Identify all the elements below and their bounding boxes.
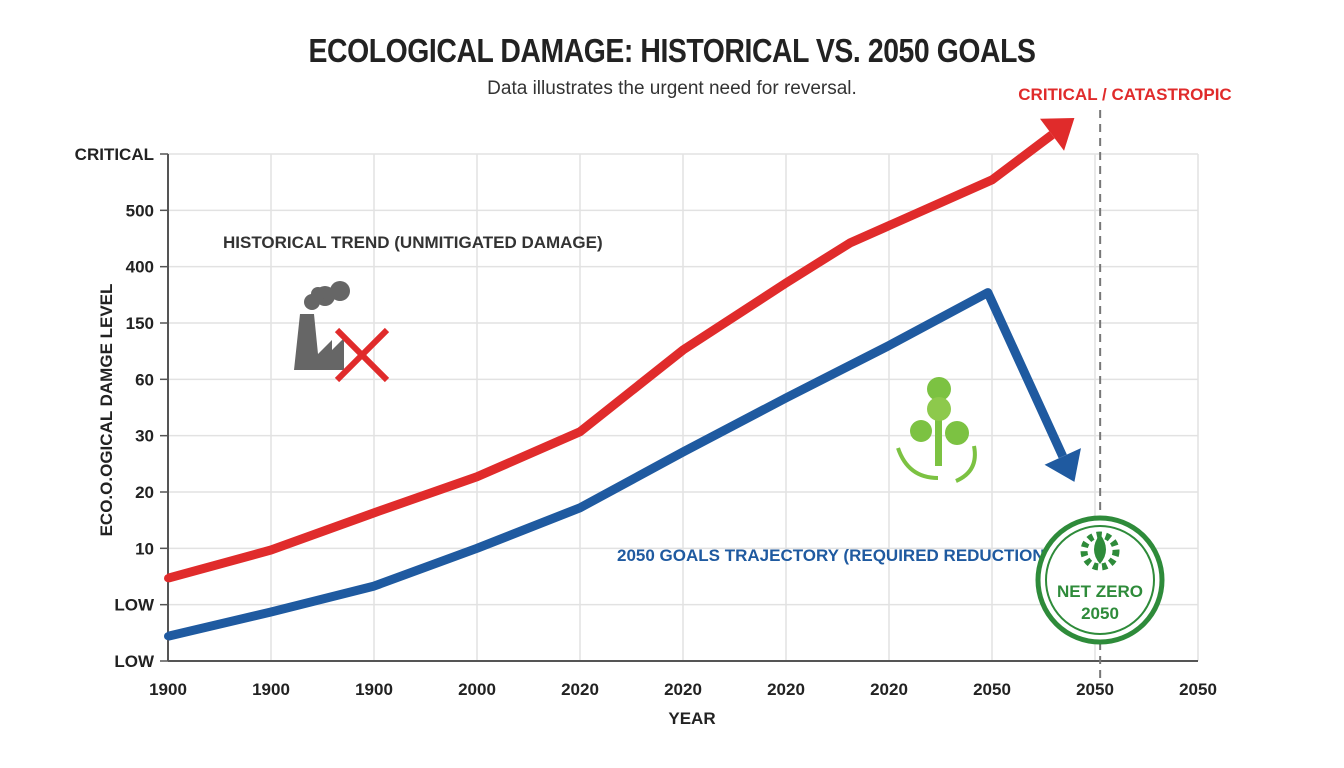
data-point [164,574,172,583]
data-point [164,632,172,641]
series-line-1 [166,288,1067,641]
x-tick-label: 2020 [664,680,702,699]
y-tick-label: 20 [135,483,154,502]
data-point [370,508,378,517]
x-tick-label: 2020 [561,680,599,699]
data-point [267,607,275,616]
chart-title: ECOLOGICAL DAMAGE: HISTORICAL VS. 2050 G… [308,32,1036,69]
x-tick-label: 1900 [355,680,393,699]
x-tick-label: 2050 [973,680,1011,699]
y-axis-label: ECO.O.OGICAL DAMGE LEVEL [97,284,116,537]
arrowhead-0 [1040,117,1075,151]
critical-label: CRITICAL / CATASTROPIC [1018,85,1231,104]
tree-recycle-icon [896,377,977,483]
y-tick-label: LOW [114,652,155,671]
chart-subtitle: Data illustrates the urgent need for rev… [487,78,857,99]
y-tick-label: 60 [135,370,154,389]
y-tick-label: 400 [126,258,154,277]
y-tick-label: 150 [126,314,154,333]
data-point [885,341,893,350]
badge-line1: NET ZERO [1057,582,1143,601]
badge-line2: 2050 [1081,604,1119,623]
y-tick-label: 30 [135,427,154,446]
x-axis-label: YEAR [668,709,715,728]
x-tick-label: 2050 [1179,680,1217,699]
x-mark-icon [334,327,390,383]
data-point [983,288,992,297]
historical-series-label: HISTORICAL TREND (UNMITIGATED DAMAGE) [223,233,603,252]
data-point [473,544,481,553]
y-tick-label: LOW [114,596,155,615]
data-point [267,546,275,555]
y-tick-label: CRITICAL [75,145,154,164]
data-point [370,582,378,591]
data-point [679,346,687,355]
data-point [679,448,687,457]
x-tick-label: 1900 [149,680,187,699]
arrowhead-1 [1044,448,1081,482]
factory-icon [294,281,350,370]
data-point [576,427,584,436]
data-point [473,472,481,481]
y-tick-label: 10 [135,539,154,558]
x-tick-label: 2020 [767,680,805,699]
y-tick-label: 500 [126,201,154,220]
data-point [988,175,996,184]
series-line-0 [166,131,1055,583]
x-tick-label: 2020 [870,680,908,699]
data-point [782,393,790,402]
x-tick-label: 2000 [458,680,496,699]
data-point [576,503,584,512]
data-point [845,239,854,248]
x-tick-label: 2050 [1076,680,1114,699]
data-point [782,279,790,288]
net-zero-badge-icon: NET ZERO 2050 [1035,515,1165,645]
x-tick-label: 1900 [252,680,290,699]
goals-series-label: 2050 GOALS TRAJECTORY (REQUIRED REDUCTIO… [617,546,1050,565]
